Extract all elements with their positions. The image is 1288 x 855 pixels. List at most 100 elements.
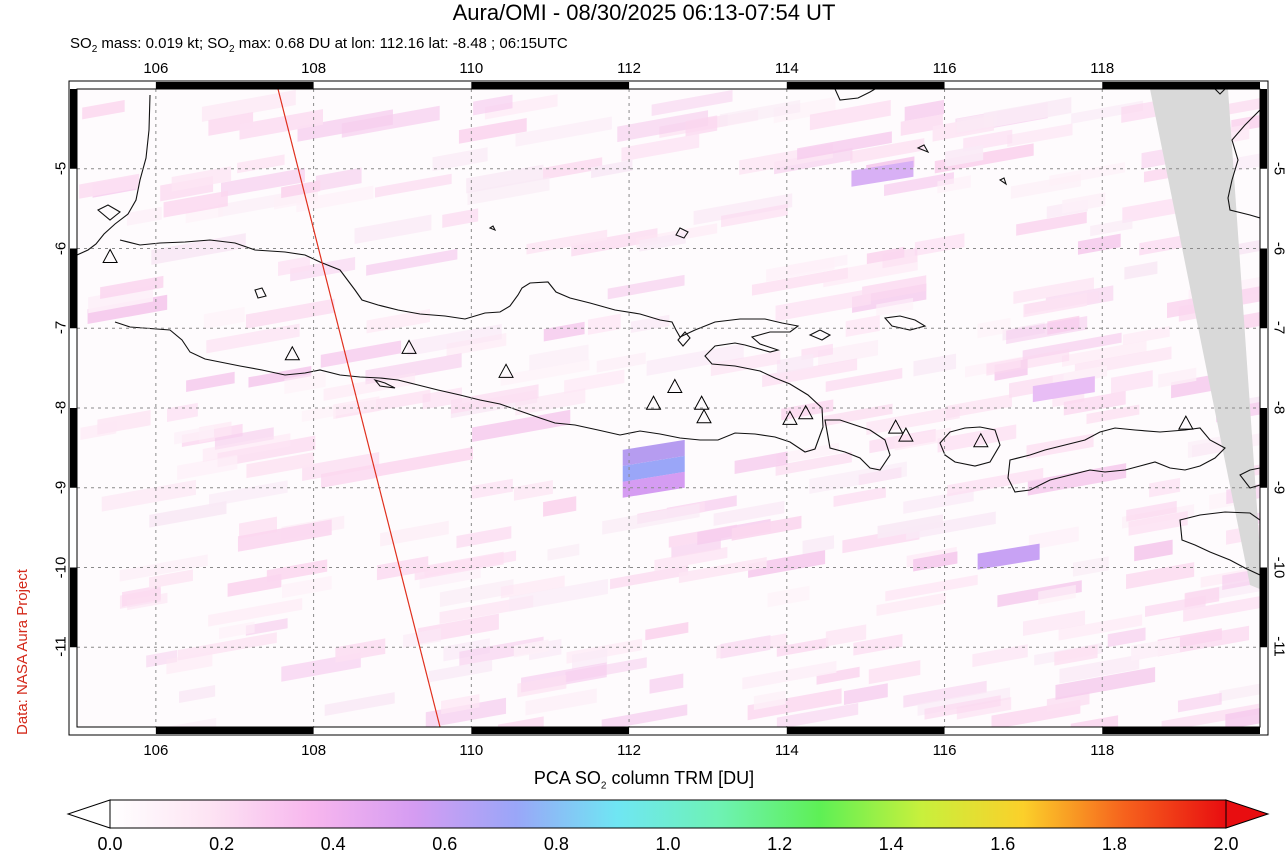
border-segment: [1260, 567, 1267, 648]
so2-pixel: [543, 496, 577, 517]
so2-pixel: [208, 112, 254, 136]
so2-pixel: [713, 500, 785, 526]
so2-pixel: [914, 233, 965, 256]
colorbar-tick-label: 2.0: [1213, 834, 1239, 854]
so2-pixel: [246, 452, 314, 479]
so2-pixel: [515, 388, 586, 416]
triangle-icon: [102, 248, 118, 263]
so2-pixel: [983, 97, 1072, 129]
triangle-icon: [284, 345, 301, 361]
so2-pixel: [500, 575, 565, 599]
so2-pixel: [414, 551, 504, 581]
so2-pixel: [776, 702, 859, 727]
so2-pixel: [866, 405, 960, 436]
so2-pixel: [1107, 627, 1146, 648]
so2-pixel: [163, 190, 228, 218]
so2-pixel: [947, 467, 1044, 497]
so2-pixel: [1126, 500, 1177, 522]
so2-pixel: [1158, 367, 1197, 388]
so2-pixel-high: [977, 543, 1040, 570]
lon-tick-label-top: 108: [301, 60, 327, 77]
so2-pixel: [1063, 390, 1126, 416]
so2-pixel-high: [622, 439, 685, 466]
so2-pixel: [484, 94, 558, 120]
so2-pixel: [302, 451, 380, 482]
so2-pixel: [977, 317, 1011, 339]
border-segment: [786, 727, 945, 734]
lon-tick-label-bottom: 118: [1090, 742, 1115, 759]
so2-pixel: [742, 660, 837, 690]
so2-pixel: [227, 573, 282, 597]
so2-pixel: [678, 557, 767, 584]
so2-pixel: [845, 315, 880, 337]
so2-pixel: [101, 479, 196, 512]
triangle-icon: [1178, 415, 1194, 430]
so2-pixel: [1058, 614, 1143, 641]
lon-tick-label-top: 106: [143, 60, 169, 77]
lat-tick-label-right: -5: [1270, 161, 1288, 175]
colorbar-title: PCA SO2 column TRM [DU]: [533, 768, 755, 792]
so2-pixel: [266, 559, 328, 583]
colorbar-tick-label: 0.0: [97, 834, 123, 854]
triangle-icon: [797, 404, 814, 420]
so2-pixel: [885, 574, 978, 602]
colorbar-tick-label: 1.0: [655, 834, 681, 854]
lat-tick-label-right: -6: [1270, 241, 1288, 255]
map-title: Aura/OMI - 08/30/2025 06:13-07:54 UT: [452, 0, 836, 25]
triangle-icon: [972, 432, 989, 448]
so2-pixel: [900, 114, 943, 136]
so2-pixel: [1038, 584, 1076, 605]
so2-pixel: [956, 111, 998, 133]
so2-pixel: [906, 511, 996, 541]
lat-tick-label-left: -11: [52, 636, 70, 658]
so2-pixel: [1253, 464, 1260, 476]
so2-pixel: [513, 639, 549, 658]
so2-pixel: [186, 371, 235, 393]
so2-pixel: [823, 255, 918, 288]
triangle-icon: [696, 408, 712, 424]
so2-pixel: [1072, 556, 1109, 577]
so2-pixel: [239, 516, 277, 539]
triangle-icon: [887, 419, 904, 434]
so2-pixel: [335, 638, 386, 663]
so2-pixel: [177, 632, 277, 661]
so2-pixel: [165, 717, 217, 727]
lat-tick-label-left: -8: [52, 400, 70, 415]
so2-pixel: [825, 624, 867, 647]
so2-pixel: [1062, 340, 1147, 367]
border-segment: [471, 727, 630, 734]
triangle-icon: [898, 427, 914, 442]
lat-tick-label-right: -8: [1270, 400, 1288, 415]
so2-pixel: [762, 358, 858, 388]
so2-pixel: [654, 546, 728, 572]
so2-pixel-high: [622, 455, 685, 482]
so2-pixel: [1090, 218, 1133, 237]
so2-pixel: [734, 451, 788, 475]
map-border-scale: [70, 82, 1267, 734]
so2-pixel: [284, 371, 326, 395]
so2-pixel: [127, 592, 168, 611]
so2-pixel: [797, 131, 892, 160]
so2-pixel: [719, 99, 801, 127]
lat-tick-label-left: -7: [52, 321, 70, 335]
lon-tick-label-bottom: 116: [932, 742, 957, 759]
so2-pixel: [500, 359, 590, 387]
colorbar: [66, 799, 1270, 829]
so2-pixel: [208, 480, 288, 507]
so2-pixel-high: [1032, 376, 1095, 403]
so2-pixel: [208, 598, 303, 627]
so2-pixel: [877, 514, 943, 539]
so2-pixel: [934, 143, 1034, 174]
so2-pixel: [217, 435, 316, 468]
so2-pixel: [809, 461, 907, 494]
so2-pixel: [1006, 316, 1088, 345]
so2-pixel: [315, 167, 362, 192]
so2-pixel: [407, 323, 502, 357]
lon-tick-label-bottom: 106: [143, 742, 169, 759]
so2-pixel: [747, 688, 842, 721]
so2-pixel: [245, 298, 335, 329]
missing-data-region: [1150, 89, 1260, 590]
so2-pixel: [1049, 162, 1126, 186]
so2-pixel: [753, 690, 786, 710]
so2-pixel: [716, 633, 787, 659]
